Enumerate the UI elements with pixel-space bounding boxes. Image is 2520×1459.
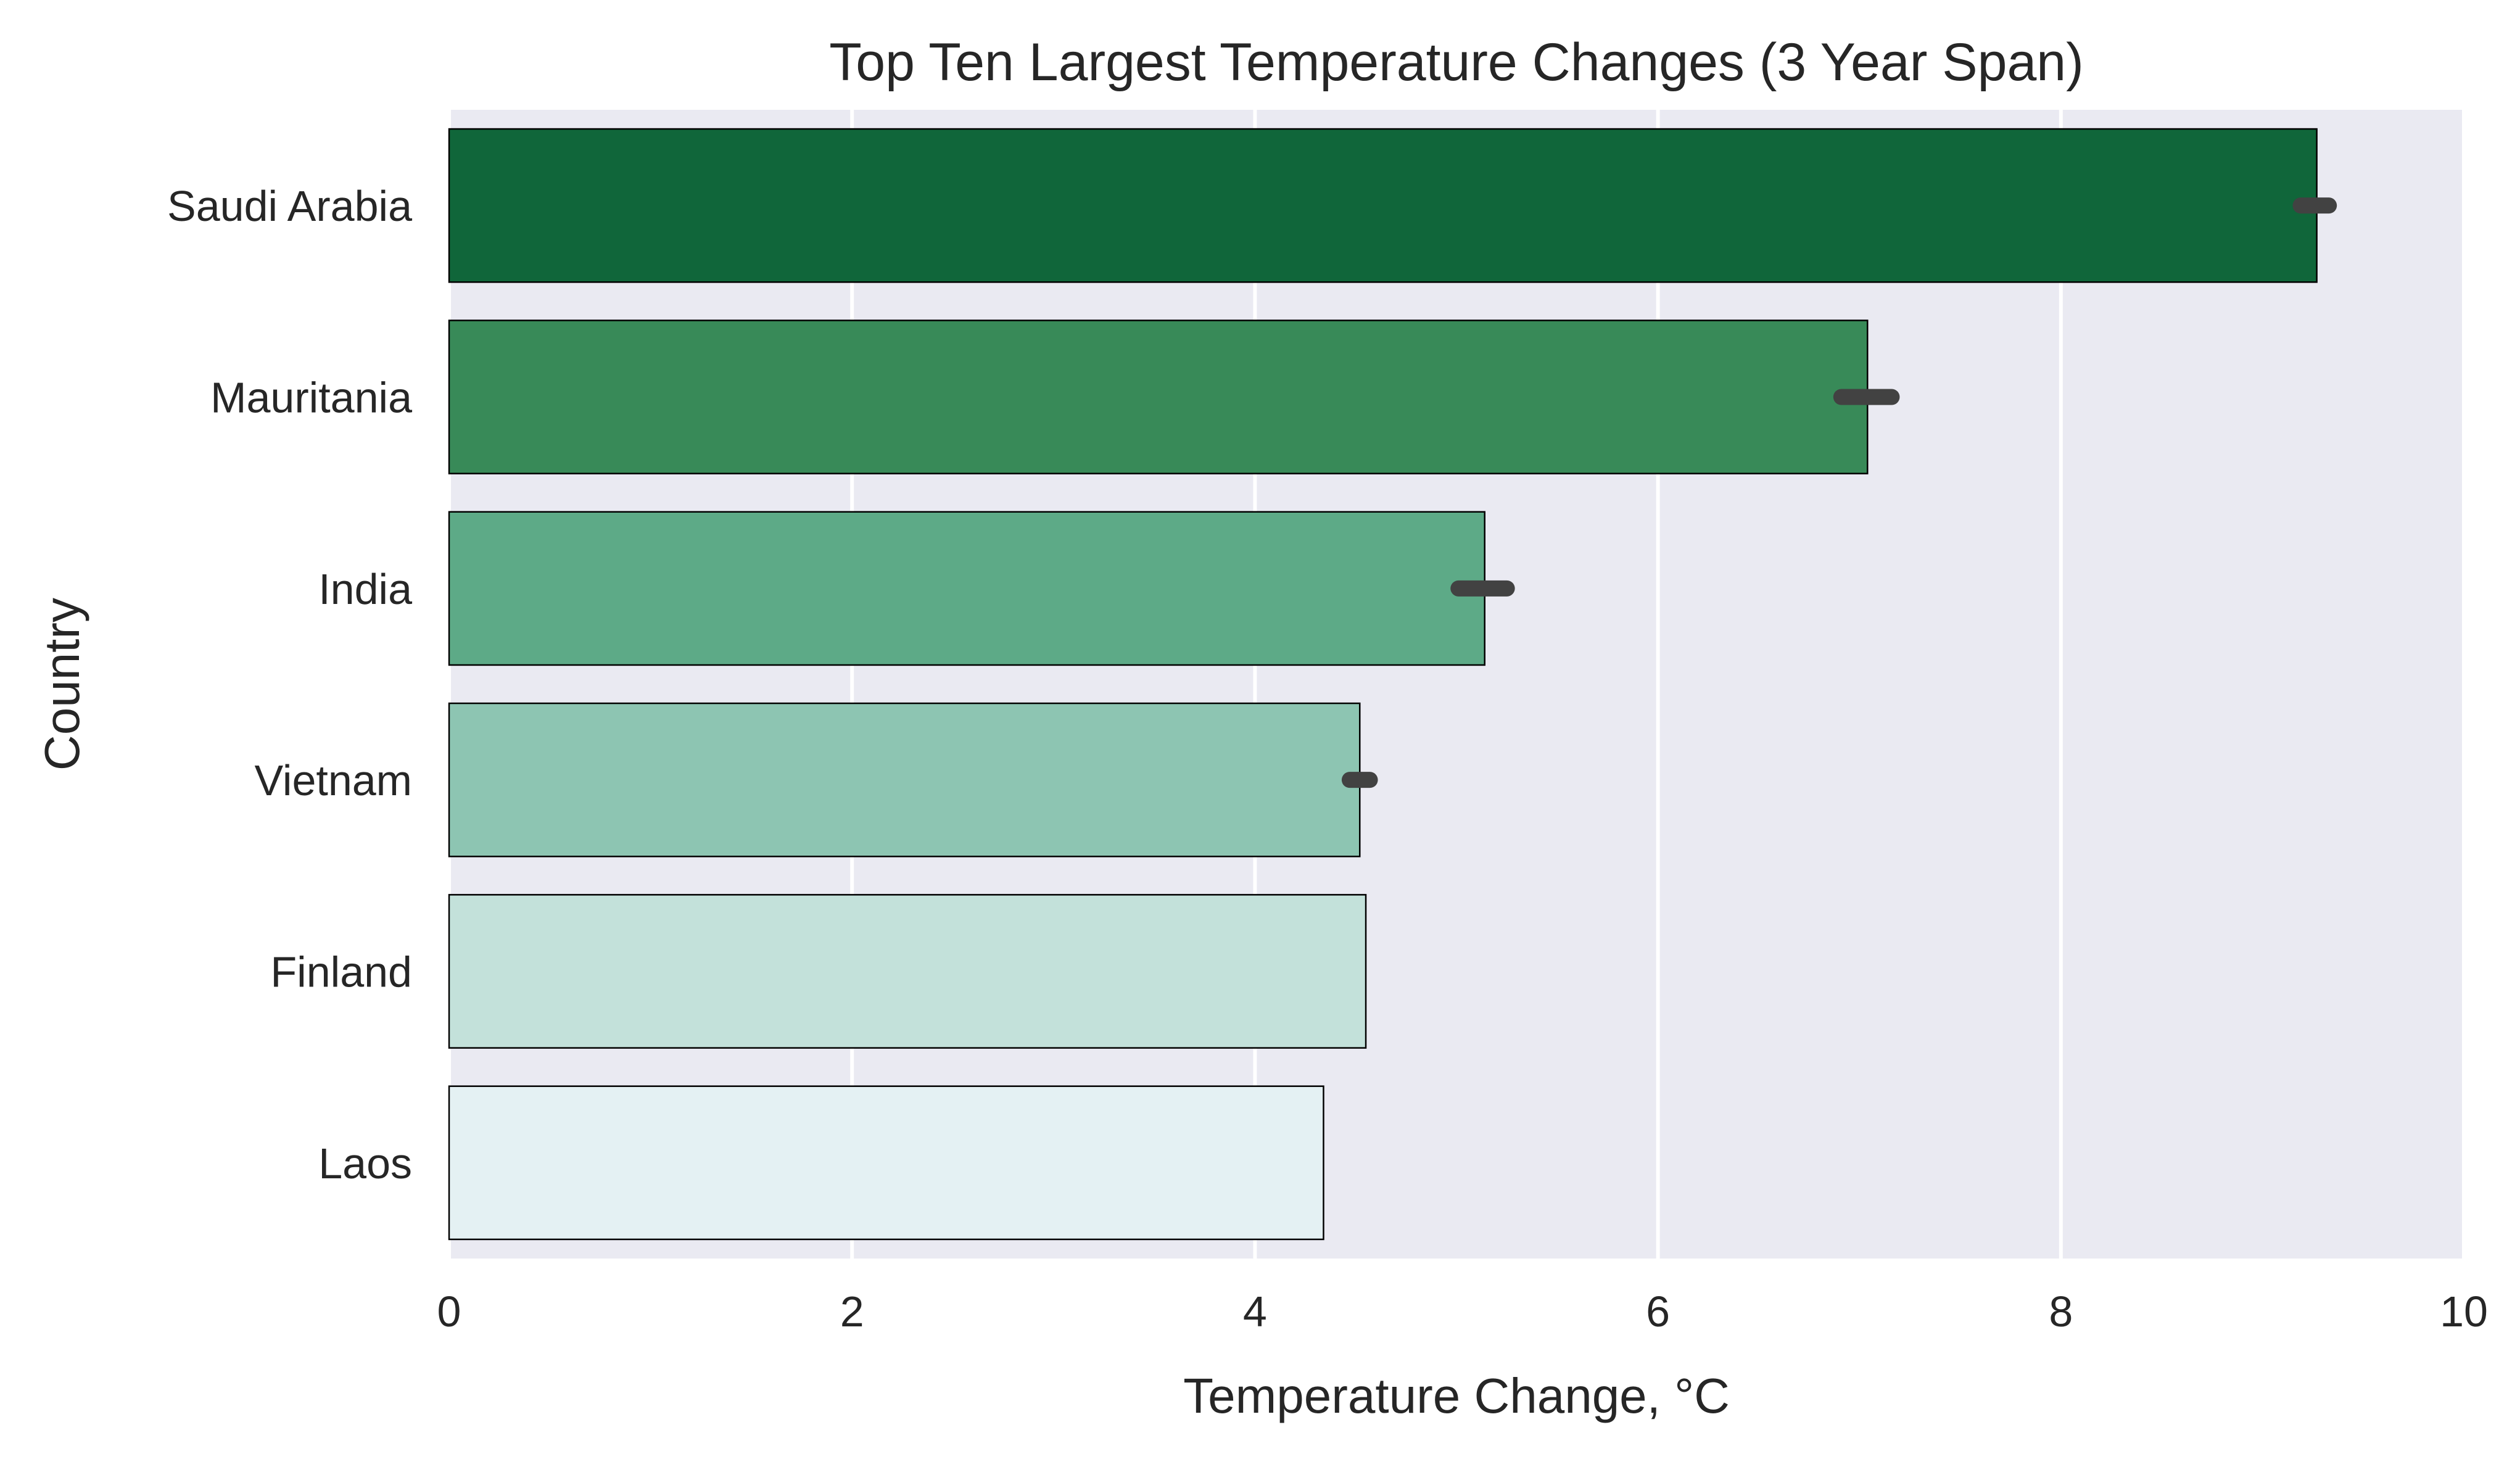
x-tick-label: 6: [1646, 1287, 1670, 1336]
x-tick-label: 4: [1243, 1287, 1267, 1336]
bar: [448, 1085, 1324, 1241]
y-tick-label: Mauritania: [210, 374, 412, 422]
x-tick-label: 10: [2440, 1287, 2488, 1336]
x-tick-label: 0: [437, 1287, 461, 1336]
y-tick-label: Laos: [318, 1139, 412, 1188]
error-bars: [1341, 197, 2337, 788]
y-tick-label: Vietnam: [254, 756, 412, 804]
bar: [448, 511, 1485, 666]
bar: [448, 128, 2318, 283]
bar: [448, 894, 1367, 1049]
y-tick-label: Finland: [270, 948, 412, 996]
x-tick-label: 2: [840, 1287, 864, 1336]
y-tick-labels: Saudi Arabia Mauritania India Vietnam Finlan…: [167, 182, 412, 1188]
bar: [448, 702, 1361, 858]
y-tick-label: Saudi Arabia: [167, 182, 412, 230]
plot-background: [449, 110, 2464, 1259]
x-tick-label: 8: [2049, 1287, 2073, 1336]
y-tick-label: India: [318, 565, 412, 613]
bar: [448, 320, 1869, 474]
chart-title: Top Ten Largest Temperature Changes (3 Y…: [829, 33, 2084, 92]
x-tick-labels: 0 2 4 6 8 10: [437, 1287, 2488, 1336]
x-axis-label: Temperature Change, °C: [1183, 1368, 1730, 1423]
grid-lines: [447, 110, 2466, 1259]
y-axis-label: Country: [35, 598, 89, 771]
